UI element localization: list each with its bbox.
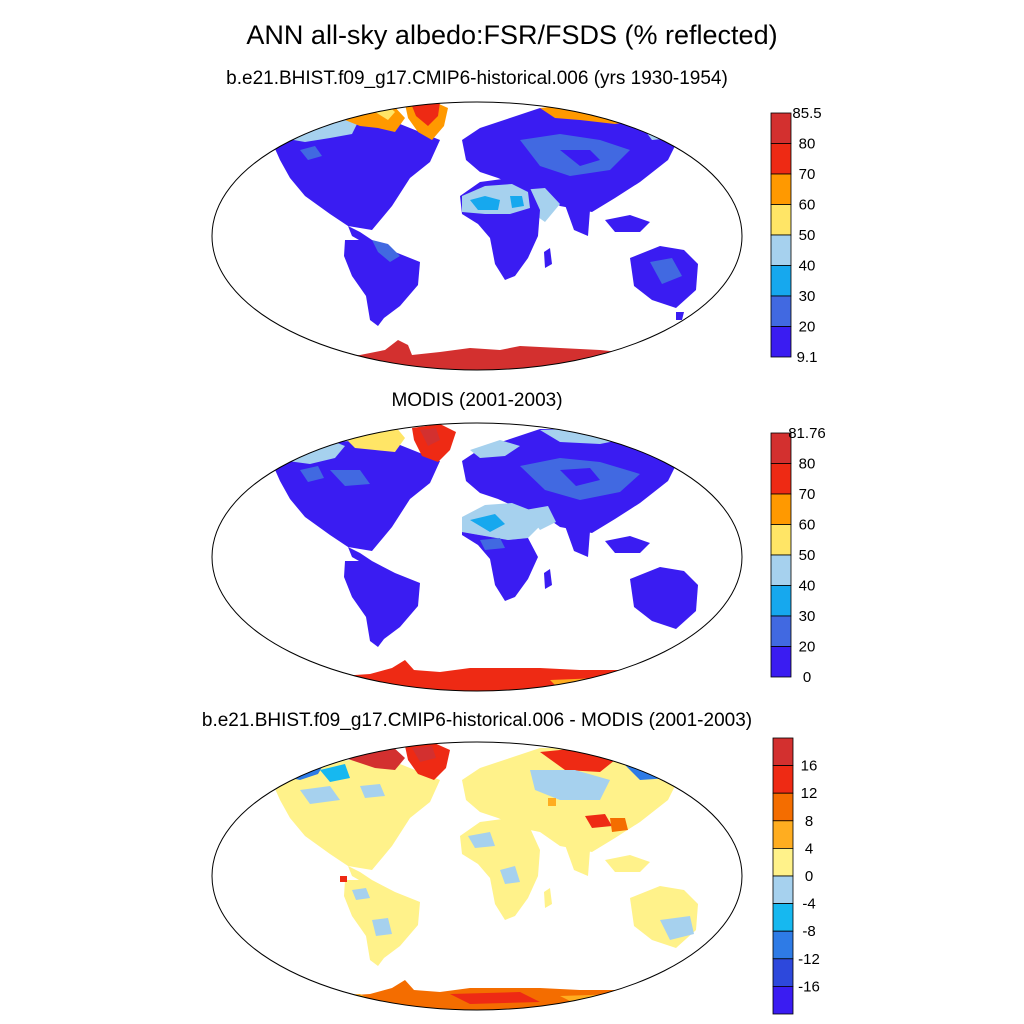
colorbar-swatch bbox=[770, 234, 792, 266]
colorbar-label: 0 bbox=[803, 669, 811, 686]
colorbar-label: 16 bbox=[801, 758, 818, 775]
colorbar-swatch bbox=[770, 554, 792, 586]
colorbar-swatch bbox=[770, 615, 792, 647]
colorbar-swatch bbox=[770, 204, 792, 236]
colorbar-panel-3: 16 12 8 4 0 -4 -8 -12 -16 bbox=[772, 737, 820, 1015]
colorbar-swatch bbox=[770, 326, 792, 358]
colorbar-label: 80 bbox=[799, 136, 816, 153]
colorbar-swatch bbox=[772, 820, 794, 849]
panel-1-title: b.e21.BHIST.f09_g17.CMIP6-historical.006… bbox=[226, 68, 728, 89]
map-panel-2 bbox=[211, 422, 743, 692]
colorbar-label: -16 bbox=[798, 978, 820, 995]
colorbar-swatch bbox=[770, 646, 792, 678]
colorbar-panel-1: 85.5 80 70 60 50 40 30 20 9.1 bbox=[770, 105, 822, 366]
colorbar-swatch bbox=[772, 986, 794, 1015]
colorbar-label: 0 bbox=[805, 868, 813, 885]
colorbar-label: 9.1 bbox=[797, 349, 818, 366]
figure-title: ANN all-sky albedo:FSR/FSDS (% reflected… bbox=[246, 20, 778, 50]
colorbar-swatch bbox=[772, 875, 794, 905]
map-panel-1 bbox=[211, 101, 743, 371]
colorbar-label: 8 bbox=[805, 813, 813, 830]
colorbar-label: 60 bbox=[799, 197, 816, 214]
colorbar-swatch bbox=[770, 112, 792, 144]
colorbar-swatch bbox=[770, 524, 792, 556]
colorbar-label: 80 bbox=[799, 456, 816, 473]
colorbar-label: -4 bbox=[802, 896, 815, 913]
colorbar-label: 50 bbox=[799, 227, 816, 244]
colorbar-label: 40 bbox=[799, 258, 816, 275]
colorbar-swatch bbox=[772, 903, 794, 932]
colorbar-swatch bbox=[770, 585, 792, 617]
colorbar-label: 70 bbox=[799, 166, 816, 183]
colorbar-swatch bbox=[772, 930, 794, 960]
colorbar-swatch bbox=[770, 265, 792, 297]
colorbar-swatch bbox=[770, 295, 792, 327]
panel-3-title: b.e21.BHIST.f09_g17.CMIP6-historical.006… bbox=[201, 710, 753, 731]
colorbar-label: 20 bbox=[799, 639, 816, 656]
colorbar-swatch bbox=[770, 463, 792, 495]
colorbar-label: 4 bbox=[805, 840, 813, 857]
colorbar-label: 30 bbox=[799, 608, 816, 625]
colorbar-label: 85.5 bbox=[792, 105, 821, 122]
colorbar-label: 50 bbox=[799, 547, 816, 564]
map-panel-3 bbox=[211, 741, 743, 1011]
colorbar-label: 40 bbox=[799, 578, 816, 595]
colorbar-panel-2: 81.76 80 70 60 50 40 30 20 0 bbox=[770, 425, 826, 686]
colorbar-swatch bbox=[770, 143, 792, 175]
colorbar-swatch bbox=[772, 848, 794, 877]
colorbar-label: 70 bbox=[799, 486, 816, 503]
colorbar-label: 60 bbox=[799, 517, 816, 534]
panel-2-title: MODIS (2001-2003) bbox=[391, 390, 563, 411]
colorbar-label: 20 bbox=[799, 319, 816, 336]
colorbar-swatch bbox=[772, 765, 794, 794]
colorbar-swatch bbox=[772, 958, 794, 987]
colorbar-swatch bbox=[770, 173, 792, 205]
colorbar-label: -12 bbox=[798, 951, 820, 968]
colorbar-label: -8 bbox=[802, 923, 815, 940]
colorbar-label: 12 bbox=[801, 785, 818, 802]
colorbar-label: 30 bbox=[799, 288, 816, 305]
colorbar-swatch bbox=[772, 737, 794, 767]
colorbar-label: 81.76 bbox=[788, 425, 826, 442]
colorbar-swatch bbox=[772, 792, 794, 822]
colorbar-swatch bbox=[770, 493, 792, 525]
